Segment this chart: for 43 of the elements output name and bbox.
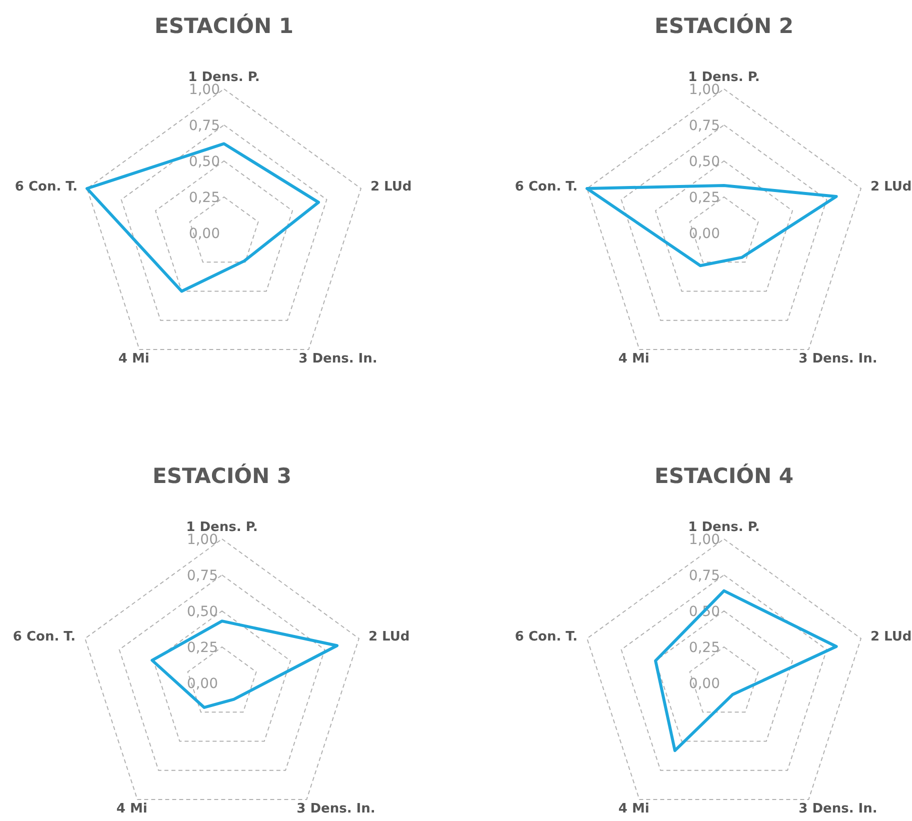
chart-title: ESTACIÓN 4: [654, 463, 794, 488]
spoke-label: 2 LUd: [870, 179, 912, 194]
y-tick-label: 1,00: [188, 82, 220, 98]
spoke-label: 4 Mi: [118, 352, 150, 366]
y-tick-label: 0,75: [688, 568, 720, 584]
y-tick-label: 0,25: [188, 190, 220, 206]
y-tick-label: 1,00: [186, 532, 218, 548]
y-tick-label: 0,50: [186, 604, 218, 620]
y-tick-label: 0,50: [688, 154, 720, 170]
spoke-label: 4 Mi: [618, 352, 650, 366]
spoke-label: 1 Dens. P.: [186, 520, 258, 535]
spoke-label: 3 Dens. In.: [798, 352, 878, 366]
y-tick-label: 0,75: [188, 118, 220, 134]
y-tick-label: 0,25: [688, 640, 720, 656]
spoke-label: 2 LUd: [870, 629, 912, 644]
y-tick-label: 0,25: [688, 190, 720, 206]
chart-title: ESTACIÓN 1: [154, 13, 294, 38]
spoke-label: 1 Dens. P.: [188, 70, 260, 85]
spoke-label: 3 Dens. In.: [798, 802, 878, 816]
y-tick-label: 1,00: [688, 532, 720, 548]
spoke-label: 1 Dens. P.: [688, 70, 760, 85]
spoke-label: 6 Con. T.: [14, 179, 78, 194]
y-tick-label: 0,00: [688, 226, 720, 242]
y-tick-label: 0,75: [186, 568, 218, 584]
chart-title: ESTACIÓN 3: [152, 463, 292, 488]
y-tick-label: 0,00: [188, 226, 220, 242]
spoke-label: 3 Dens. In.: [296, 802, 376, 816]
spoke-label: 2 LUd: [368, 629, 410, 644]
spoke-label: 2 LUd: [370, 179, 412, 194]
chart-title: ESTACIÓN 2: [654, 13, 794, 38]
spoke-label: 6 Con. T.: [514, 179, 578, 194]
y-tick-label: 0,00: [688, 676, 720, 692]
spoke-label: 4 Mi: [618, 802, 650, 816]
spoke-label: 1 Dens. P.: [688, 520, 760, 535]
y-tick-label: 0,00: [186, 676, 218, 692]
spoke-label: 6 Con. T.: [12, 629, 76, 644]
y-tick-label: 0,75: [688, 118, 720, 134]
spoke-label: 6 Con. T.: [514, 629, 578, 644]
spoke-label: 3 Dens. In.: [298, 352, 378, 366]
y-tick-label: 0,50: [188, 154, 220, 170]
spoke-label: 4 Mi: [116, 802, 148, 816]
y-tick-label: 0,25: [186, 640, 218, 656]
y-tick-label: 1,00: [688, 82, 720, 98]
